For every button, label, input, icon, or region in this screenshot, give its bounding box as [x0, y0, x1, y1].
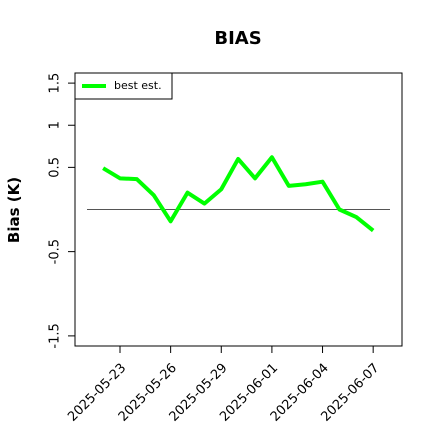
y-axis-label: Bias (K) — [5, 177, 23, 243]
y-tick-label: 1 — [48, 121, 63, 129]
legend-label: best est. — [114, 79, 162, 92]
line-series — [102, 155, 375, 233]
y-tick-label: 0.5 — [48, 157, 63, 178]
chart-title: BIAS — [214, 28, 261, 49]
legend: best est. — [74, 72, 173, 100]
y-tick-label: -1.5 — [48, 323, 63, 348]
y-tick-label: -0.5 — [48, 239, 63, 264]
y-tick-label: 1.5 — [48, 73, 63, 94]
plot-frame — [74, 72, 403, 347]
